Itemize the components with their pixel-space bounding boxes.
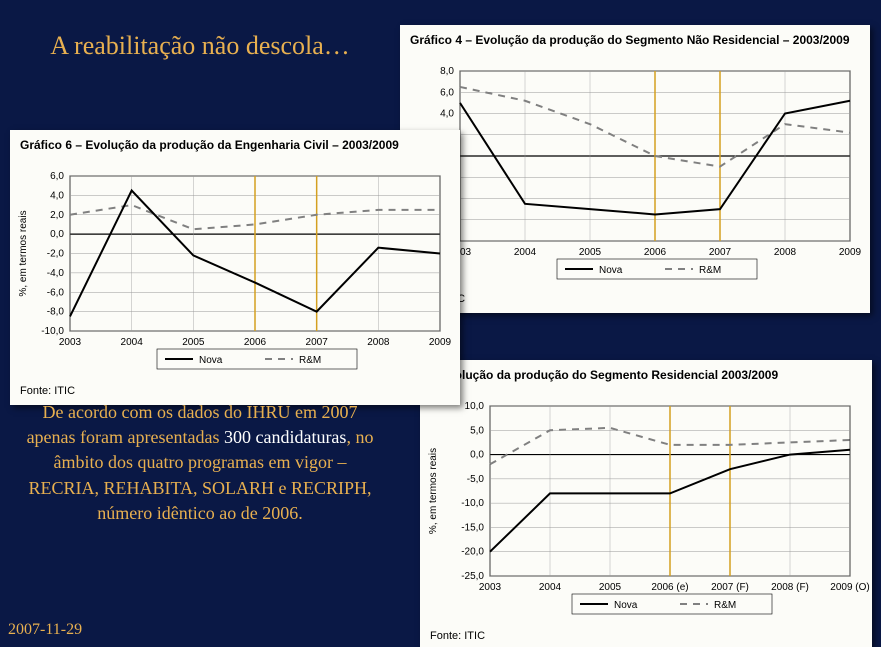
svg-text:2006: 2006 [644, 247, 667, 258]
body-highlight: 300 candidaturas [224, 427, 346, 447]
svg-text:Nova: Nova [599, 265, 623, 276]
svg-text:2003: 2003 [479, 582, 502, 593]
svg-text:0,0: 0,0 [50, 229, 64, 240]
svg-text:6,0: 6,0 [440, 87, 454, 98]
svg-text:2007 (F): 2007 (F) [711, 582, 749, 593]
svg-text:6,0: 6,0 [50, 171, 64, 182]
chart6-svg: -10,0 -8,0 -6,0 -4,0 -2,0 0,0 2,0 4,0 6,0 2003 200… [10, 156, 460, 381]
body-paragraph: De acordo com os dados do IHRU em 2007 a… [20, 400, 380, 526]
svg-text:Nova: Nova [199, 355, 223, 366]
chart-engenharia-civil: Gráfico 6 – Evolução da produção da Enge… [10, 130, 460, 405]
svg-text:2008: 2008 [367, 337, 390, 348]
svg-text:-4,0: -4,0 [47, 268, 65, 279]
svg-text:-15,0: -15,0 [461, 522, 484, 533]
svg-text:2007: 2007 [709, 247, 732, 258]
svg-text:2004: 2004 [514, 247, 537, 258]
svg-text:2004: 2004 [121, 337, 144, 348]
chartres-svg: -25,0 -20,0 -15,0 -10,0 -5,0 0,0 5,0 10,0 2003 20… [420, 386, 872, 626]
svg-text:5,0: 5,0 [470, 425, 484, 436]
svg-text:-5,0: -5,0 [467, 474, 485, 485]
svg-text:2004: 2004 [539, 582, 562, 593]
svg-text:2007: 2007 [306, 337, 329, 348]
svg-text:-10,0: -10,0 [41, 326, 64, 337]
svg-text:%, em termos reais: %, em termos reais [428, 448, 439, 534]
svg-text:R&M: R&M [714, 600, 736, 611]
svg-text:Nova: Nova [614, 600, 638, 611]
svg-text:2006 (e): 2006 (e) [651, 582, 688, 593]
chart4-source: Fonte: ITIC [400, 289, 870, 313]
svg-text:0,0: 0,0 [470, 450, 484, 461]
svg-text:-10,0: -10,0 [461, 498, 484, 509]
svg-text:-2,0: -2,0 [47, 249, 65, 260]
svg-text:R&M: R&M [299, 355, 321, 366]
svg-text:2006: 2006 [244, 337, 267, 348]
chartres-title: – Evolução da produção do Segmento Resid… [420, 360, 872, 386]
svg-text:-25,0: -25,0 [461, 571, 484, 582]
svg-text:-20,0: -20,0 [461, 547, 484, 558]
svg-text:2009 (O): 2009 (O) [830, 582, 869, 593]
svg-text:2005: 2005 [579, 247, 602, 258]
svg-text:2009: 2009 [429, 337, 452, 348]
svg-text:-8,0: -8,0 [47, 307, 65, 318]
slide-title: A reabilitação não descola… [50, 30, 350, 61]
svg-text:R&M: R&M [699, 265, 721, 276]
svg-text:10,0: 10,0 [465, 401, 485, 412]
svg-text:2008: 2008 [774, 247, 797, 258]
svg-text:2008 (F): 2008 (F) [771, 582, 809, 593]
chart-residencial: – Evolução da produção do Segmento Resid… [420, 360, 872, 647]
svg-text:%, em termos reais: %, em termos reais [18, 210, 29, 296]
svg-text:8,0: 8,0 [440, 66, 454, 77]
svg-text:4,0: 4,0 [440, 109, 454, 120]
chart4-title: Gráfico 4 – Evolução da produção do Segm… [400, 25, 870, 51]
svg-text:-6,0: -6,0 [47, 287, 65, 298]
svg-text:2003: 2003 [59, 337, 82, 348]
slide-date: 2007-11-29 [8, 621, 82, 639]
svg-text:2009: 2009 [839, 247, 862, 258]
chart-nao-residencial: Gráfico 4 – Evolução da produção do Segm… [400, 25, 870, 313]
svg-text:2005: 2005 [182, 337, 205, 348]
chart4-svg: -8,0-6,0-4,0-2,00,02,04,06,08,0200320042… [400, 51, 870, 291]
svg-text:2005: 2005 [599, 582, 622, 593]
svg-text:4,0: 4,0 [50, 190, 64, 201]
chartres-source: Fonte: ITIC [420, 626, 872, 647]
chart6-title: Gráfico 6 – Evolução da produção da Enge… [10, 130, 460, 156]
svg-text:2,0: 2,0 [50, 210, 64, 221]
